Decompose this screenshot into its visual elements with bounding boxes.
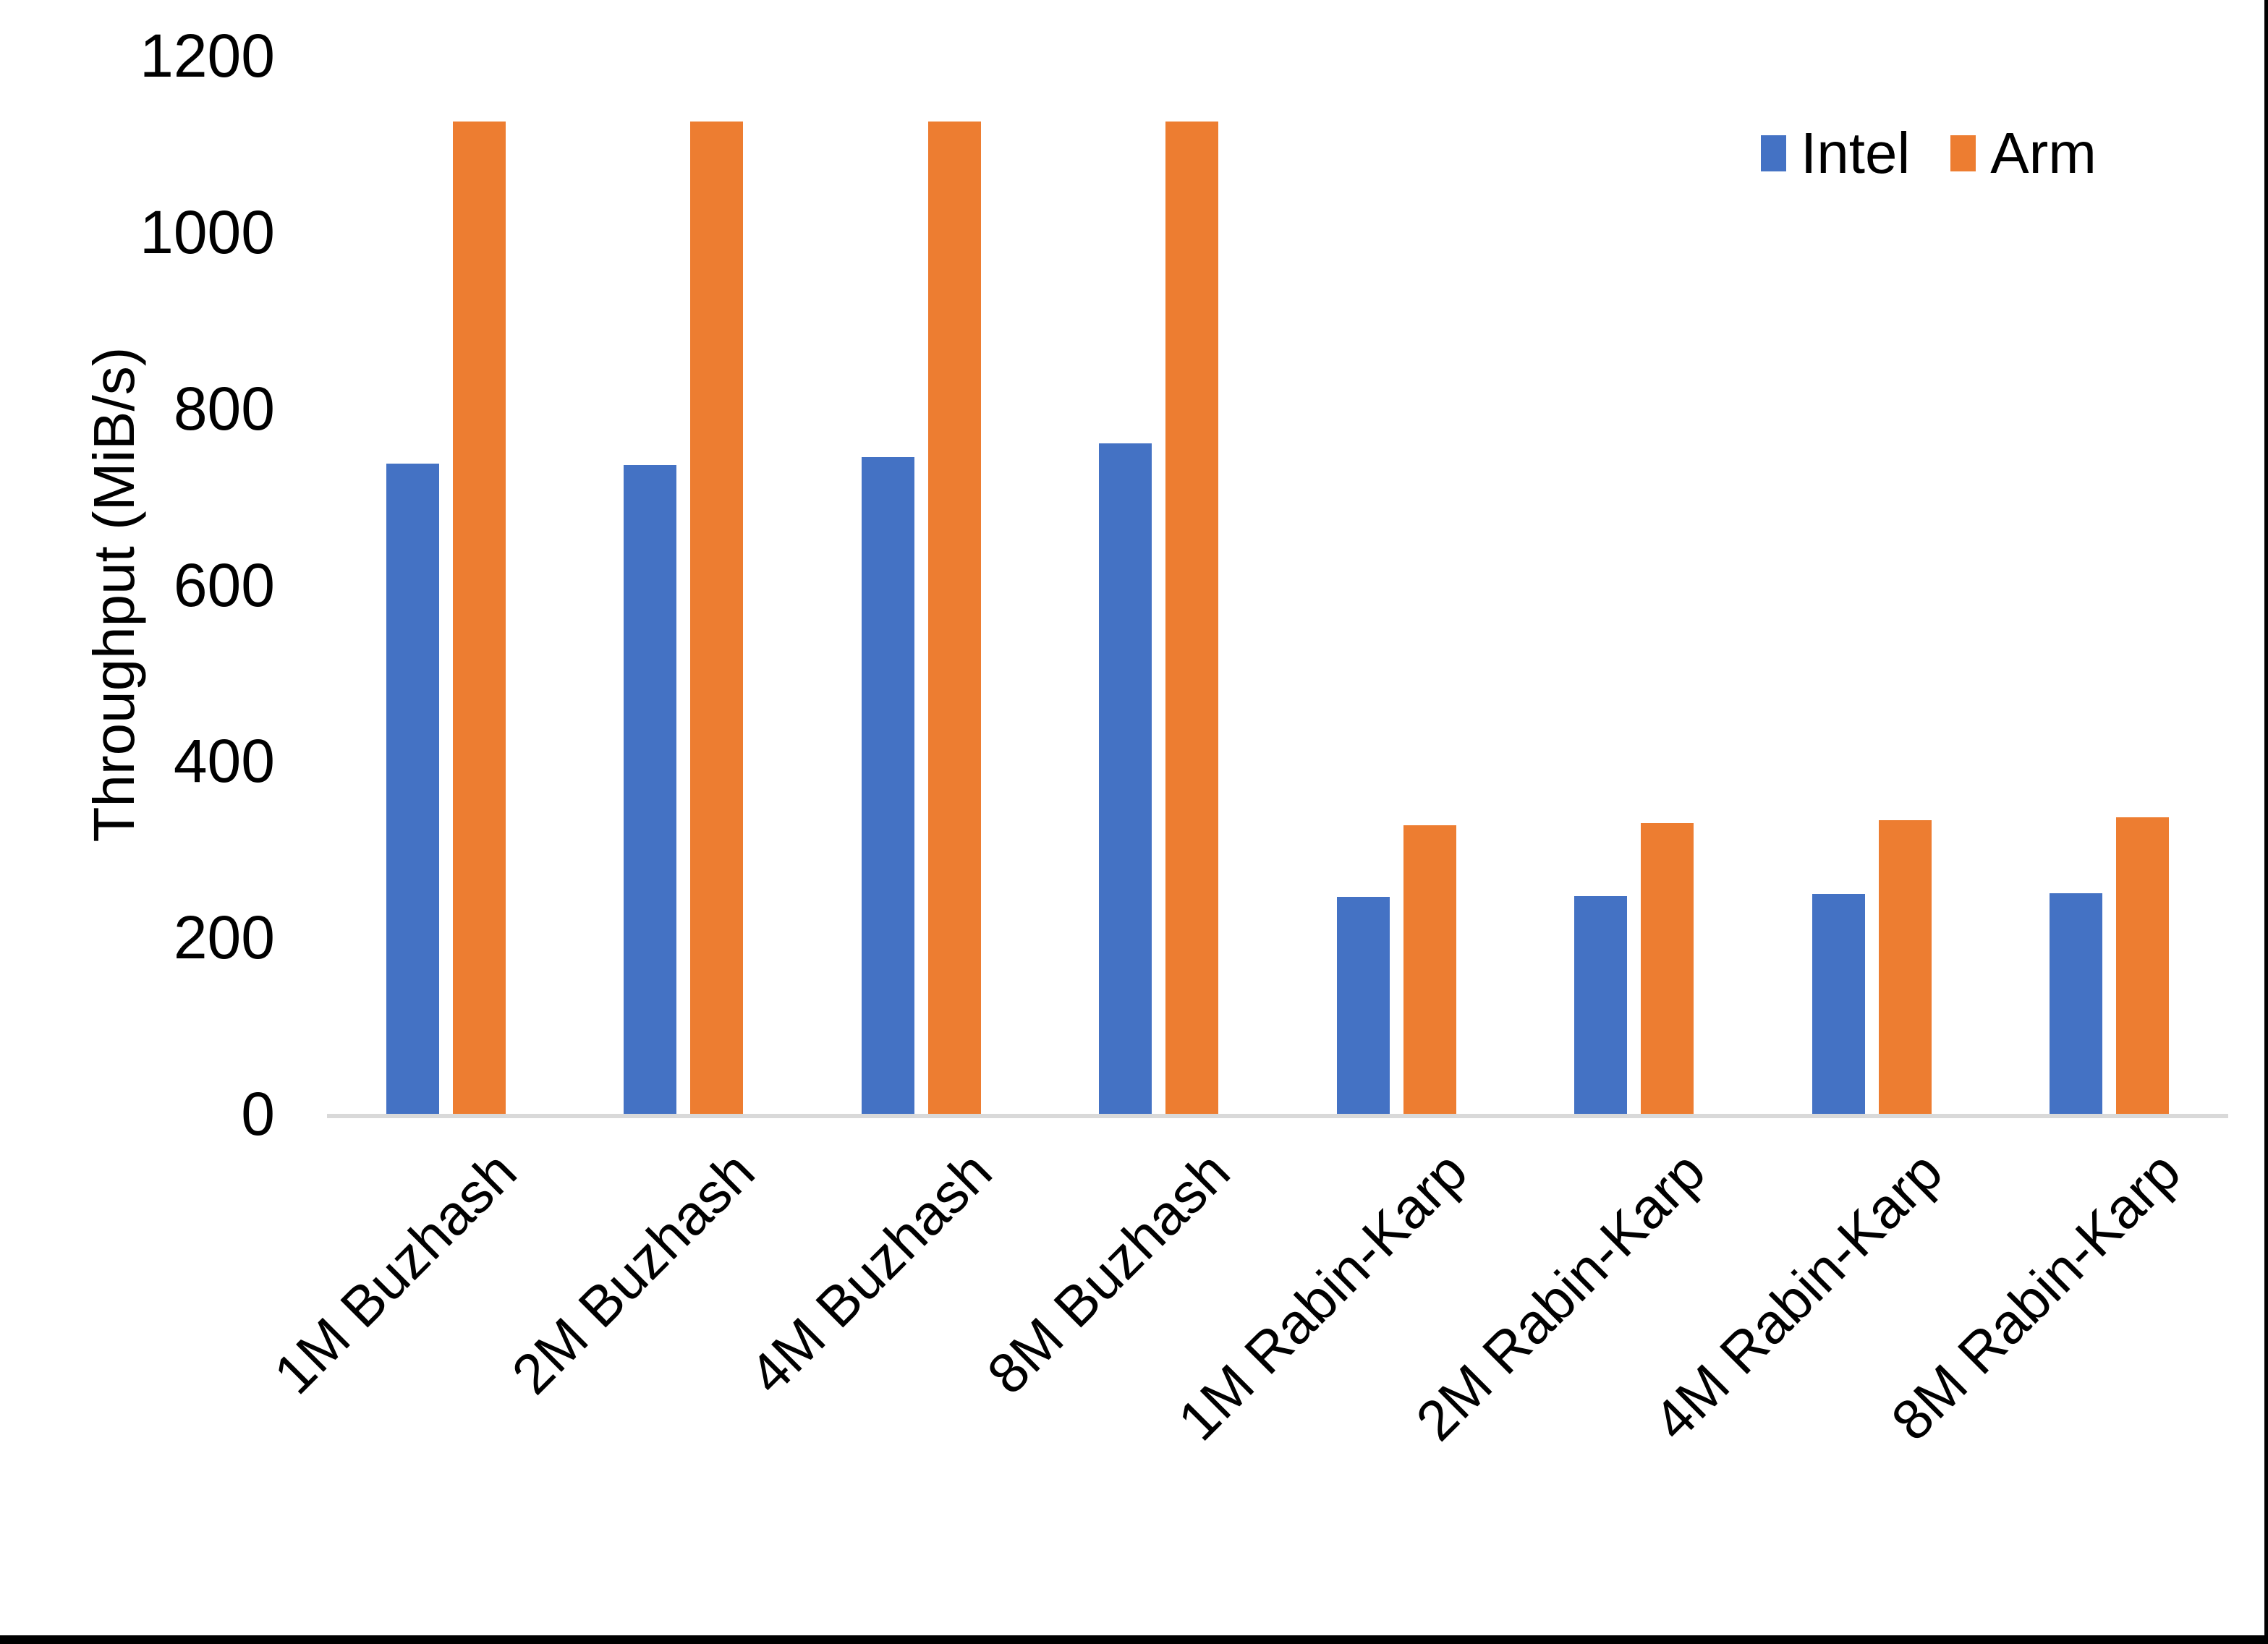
y-tick-label: 1200	[140, 22, 275, 90]
bar-group	[1991, 56, 2229, 1114]
bar-arm-2m-rabin-karp	[1641, 822, 1694, 1114]
bar-group	[1040, 56, 1278, 1114]
x-category-label: 8M Buzhash	[974, 1139, 1242, 1406]
bar-group	[327, 56, 565, 1114]
y-tick-label: 1000	[140, 197, 275, 266]
y-tick-label: 200	[173, 903, 275, 972]
x-category-label: 4M Rabin-Karp	[1641, 1139, 1955, 1453]
bar-arm-4m-rabin-karp	[1878, 820, 1932, 1114]
bar-intel-8m-rabin-karp	[2050, 893, 2103, 1114]
x-category-label: 4M Buzhash	[736, 1139, 1004, 1406]
legend-marker-intel	[1761, 135, 1786, 171]
bar-group	[1278, 56, 1516, 1114]
bar-groups	[327, 56, 2228, 1114]
y-tick-label: 0	[241, 1080, 275, 1148]
bar-group	[802, 56, 1040, 1114]
bar-intel-2m-rabin-karp	[1574, 895, 1628, 1114]
y-tick-label: 600	[173, 550, 275, 619]
x-category-label: 1M Rabin-Karp	[1165, 1139, 1479, 1453]
x-category-label: 1M Buzhash	[261, 1139, 529, 1406]
legend-item-arm: Arm	[1950, 124, 2097, 182]
bar-intel-8m-buzhash	[1099, 443, 1152, 1114]
x-category-label: 2M Rabin-Karp	[1403, 1139, 1717, 1453]
legend-label: Arm	[1990, 121, 2097, 185]
x-category-label: 2M Buzhash	[499, 1139, 767, 1406]
legend: Intel Arm	[1761, 124, 2097, 182]
bar-group	[1516, 56, 1754, 1114]
bar-intel-4m-rabin-karp	[1812, 894, 1865, 1114]
x-category-label: 8M Rabin-Karp	[1878, 1139, 2193, 1453]
legend-marker-arm	[1950, 135, 1976, 171]
bar-arm-2m-buzhash	[690, 122, 744, 1114]
bar-intel-2m-buzhash	[624, 464, 677, 1114]
bar-group	[1753, 56, 1991, 1114]
bar-arm-8m-buzhash	[1165, 122, 1219, 1114]
bar-intel-1m-rabin-karp	[1336, 897, 1390, 1114]
y-tick-label: 400	[173, 727, 275, 796]
legend-item-intel: Intel	[1761, 124, 1910, 182]
bar-arm-8m-rabin-karp	[2116, 817, 2170, 1114]
bar-arm-1m-buzhash	[452, 122, 506, 1114]
y-tick-label: 800	[173, 374, 275, 443]
legend-label: Intel	[1801, 121, 1911, 185]
bar-arm-1m-rabin-karp	[1403, 825, 1456, 1114]
bar-intel-4m-buzhash	[861, 456, 914, 1114]
plot-area	[327, 56, 2228, 1118]
bar-intel-1m-buzhash	[386, 464, 439, 1114]
bar-group	[565, 56, 803, 1114]
bar-arm-4m-buzhash	[927, 122, 981, 1114]
